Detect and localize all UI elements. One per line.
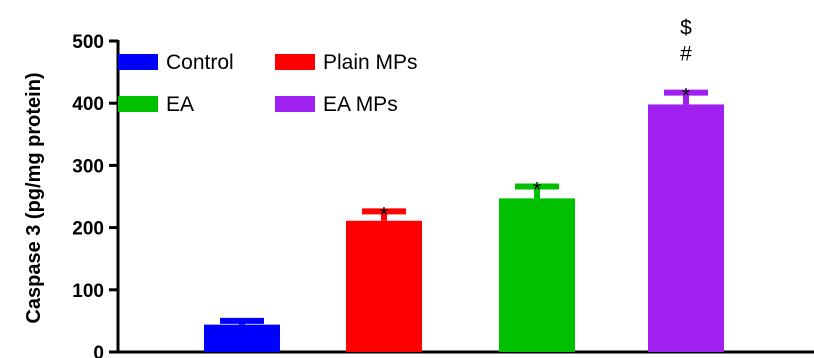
y-tick-label: 500 <box>72 32 104 53</box>
legend-swatch <box>118 54 158 70</box>
bar <box>204 324 280 352</box>
y-tick-label: 200 <box>72 219 104 240</box>
legend-label: Control <box>166 51 234 74</box>
legend-swatch <box>118 96 158 112</box>
legend-swatch <box>275 54 315 70</box>
bars: * * * # $ <box>204 17 724 352</box>
significance-marker: * <box>533 179 541 202</box>
legend-label: EA <box>166 93 194 116</box>
y-tick-label: 300 <box>72 156 104 177</box>
significance-marker: # <box>680 43 692 66</box>
bar <box>648 104 724 352</box>
y-tick-label: 400 <box>72 94 104 115</box>
significance-marker: $ <box>680 17 692 40</box>
bar <box>499 198 575 352</box>
y-tick-label: 100 <box>72 281 104 302</box>
significance-marker: * <box>380 203 388 226</box>
legend: Control Plain MPs EA EA MPs <box>118 51 418 116</box>
y-axis-label: Caspase 3 (pg/mg protein) <box>23 72 45 323</box>
bar <box>346 220 422 352</box>
legend-label: Plain MPs <box>323 51 418 74</box>
legend-swatch <box>275 96 315 112</box>
legend-label: EA MPs <box>323 93 398 116</box>
significance-marker: * <box>682 85 690 108</box>
y-tick-label: 0 <box>93 343 104 358</box>
